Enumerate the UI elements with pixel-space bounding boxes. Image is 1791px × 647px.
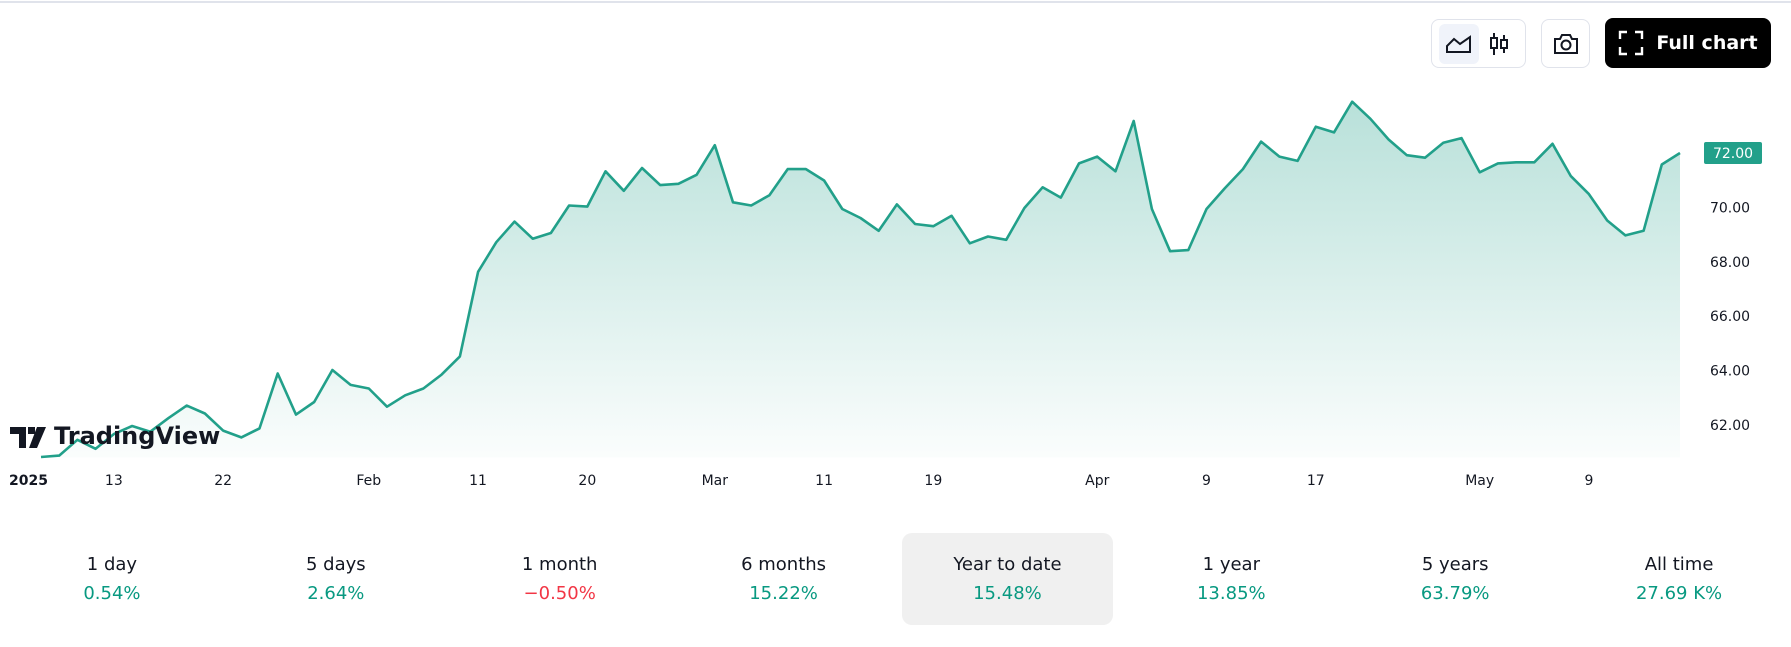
full-chart-label: Full chart — [1656, 32, 1758, 54]
y-tick-label: 66.00 — [1710, 309, 1750, 325]
camera-icon — [1553, 33, 1578, 54]
period-label: 1 year — [1202, 554, 1260, 575]
x-tick-label: 11 — [469, 473, 487, 489]
period-change: 15.22% — [749, 583, 818, 604]
full-chart-button[interactable]: Full chart — [1605, 18, 1771, 68]
candle-style-button[interactable] — [1479, 24, 1519, 64]
x-tick-label: 20 — [578, 473, 596, 489]
period-change: 15.48% — [973, 583, 1042, 604]
x-tick-label: Feb — [356, 473, 381, 489]
period-label: All time — [1644, 554, 1714, 575]
logo: TradingView — [10, 422, 220, 450]
y-tick-label: 64.00 — [1710, 364, 1750, 380]
chart: 72.00 62.00 64.00 66.00 68.00 70.00 2025 13 22 Fe… — [0, 1, 1791, 489]
candle-icon — [1489, 32, 1508, 55]
y-tick-label: 62.00 — [1710, 418, 1750, 434]
last-price-label: 72.00 — [1713, 146, 1753, 162]
period-button[interactable]: 1 day 0.54% — [6, 533, 217, 625]
period-label: 5 years — [1421, 554, 1489, 575]
x-tick-label: 22 — [214, 473, 232, 489]
x-tick-label: 11 — [815, 473, 833, 489]
period-change: 63.79% — [1420, 583, 1490, 604]
period-label: 6 months — [741, 554, 827, 575]
period-button[interactable]: 5 years 63.79% — [1350, 533, 1561, 625]
x-tick-label: 9 — [1202, 473, 1211, 489]
period-change: −0.50% — [523, 583, 596, 604]
period-button[interactable]: All time 27.69 K% — [1574, 533, 1785, 625]
x-tick-label: 2025 — [9, 473, 48, 489]
area-fill — [41, 101, 1680, 458]
period-change: 13.85% — [1196, 583, 1266, 604]
area-style-button[interactable] — [1438, 23, 1479, 64]
x-tick-label: 19 — [924, 473, 942, 489]
period-button[interactable]: Year to date 15.48% — [901, 533, 1113, 625]
period-label: 5 days — [305, 554, 366, 575]
period-button[interactable]: 1 year 13.85% — [1126, 533, 1337, 625]
last-price-badge — [1704, 142, 1762, 165]
logo-icon — [10, 427, 46, 448]
x-tick-label: May — [1465, 473, 1494, 489]
x-tick-label: 17 — [1307, 473, 1325, 489]
x-tick-label: 9 — [1584, 473, 1593, 489]
period-change: 0.54% — [83, 583, 141, 604]
x-tick-label: Mar — [702, 473, 729, 489]
period-button[interactable]: 1 month −0.50% — [454, 533, 665, 625]
logo-text: TradingView — [54, 422, 220, 450]
y-tick-label: 68.00 — [1710, 255, 1750, 271]
period-change: 2.64% — [307, 583, 365, 604]
period-button[interactable]: 5 days 2.64% — [230, 533, 441, 625]
x-tick-label: 13 — [105, 473, 123, 489]
price-line — [40, 100, 1681, 459]
period-change: 27.69 K% — [1635, 583, 1723, 604]
period-bar: 1 day 0.54% 5 days 2.64% 1 month −0.50% 6 mont… — [0, 533, 1791, 625]
y-tick-label: 70.00 — [1710, 200, 1750, 216]
fullscreen-icon — [1619, 30, 1644, 56]
period-label: 1 month — [521, 554, 598, 575]
period-button[interactable]: 6 months 15.22% — [678, 533, 889, 625]
chart-style-group — [1431, 19, 1526, 68]
x-tick-label: Apr — [1085, 473, 1109, 489]
snapshot-button[interactable] — [1541, 19, 1590, 68]
area-icon — [1445, 34, 1471, 53]
period-label: 1 day — [86, 554, 138, 575]
period-label: Year to date — [953, 554, 1062, 575]
